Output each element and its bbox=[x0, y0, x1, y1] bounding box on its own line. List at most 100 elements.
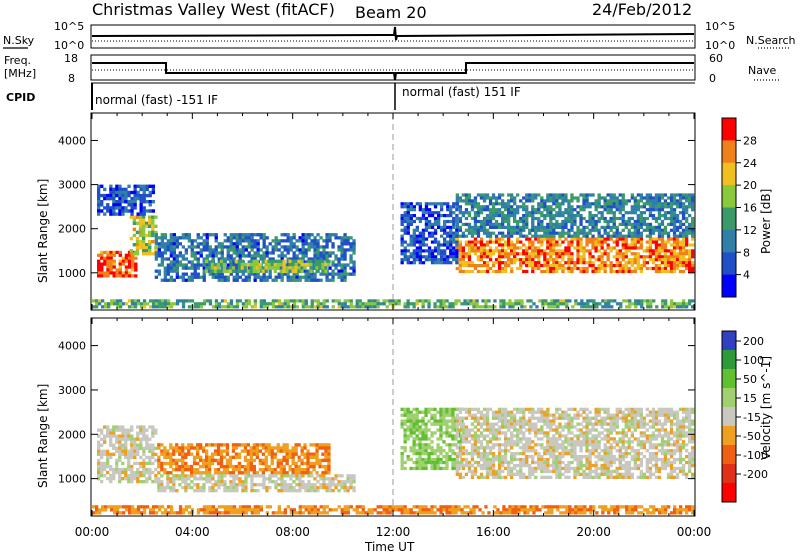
heatmap-cell bbox=[139, 461, 143, 466]
heatmap-cell bbox=[131, 274, 135, 278]
heatmap-cell bbox=[400, 466, 404, 471]
cpid-segment-2: normal (fast) 151 IF bbox=[402, 85, 521, 99]
heatmap-cell bbox=[280, 302, 284, 306]
heatmap-cell bbox=[529, 299, 533, 303]
heatmap-cell bbox=[443, 219, 447, 224]
heatmap-cell bbox=[672, 266, 677, 271]
heatmap-cell bbox=[397, 299, 401, 303]
heatmap-cell bbox=[669, 199, 674, 203]
heatmap-cell bbox=[208, 254, 212, 258]
heatmap-cell bbox=[325, 299, 329, 303]
heatmap-cell bbox=[600, 261, 604, 265]
heatmap-cell bbox=[549, 216, 553, 221]
heatmap-cell bbox=[298, 236, 302, 240]
heatmap-cell bbox=[246, 452, 250, 456]
heatmap-cell bbox=[455, 452, 459, 456]
heatmap-cell bbox=[519, 199, 523, 203]
heatmap-cell bbox=[633, 202, 637, 206]
heatmap-cell bbox=[273, 262, 277, 267]
heatmap-cell bbox=[270, 458, 274, 463]
heatmap-cell bbox=[334, 233, 338, 237]
heatmap-cell bbox=[588, 258, 592, 262]
heatmap-cell bbox=[199, 446, 203, 450]
heatmap-cell bbox=[502, 305, 506, 309]
heatmap-cell bbox=[494, 261, 499, 265]
heatmap-cell bbox=[501, 234, 505, 238]
heatmap-cell bbox=[475, 299, 479, 303]
heatmap-cell bbox=[247, 266, 251, 270]
heatmap-cell bbox=[325, 236, 329, 240]
heatmap-cell bbox=[458, 252, 462, 256]
heatmap-cell bbox=[301, 299, 305, 303]
heatmap-cell bbox=[497, 202, 502, 206]
heatmap-cell bbox=[607, 299, 611, 303]
heatmap-cell bbox=[196, 272, 200, 276]
heatmap-cell bbox=[400, 446, 404, 450]
nave-tick-top: 60 bbox=[709, 52, 723, 65]
heatmap-cell bbox=[279, 446, 283, 450]
heatmap-cell bbox=[154, 254, 158, 258]
heatmap-cell bbox=[157, 480, 161, 484]
heatmap-cell bbox=[412, 237, 416, 241]
heatmap-cell bbox=[442, 455, 446, 459]
heatmap-cell bbox=[588, 264, 592, 268]
heatmap-cell bbox=[151, 218, 155, 222]
heatmap-cell bbox=[501, 202, 505, 206]
heatmap-cell bbox=[297, 471, 301, 475]
heatmap-cell bbox=[520, 305, 524, 309]
heatmap-cell bbox=[145, 480, 149, 484]
heatmap-cell bbox=[118, 253, 122, 257]
heatmap-cell bbox=[520, 302, 524, 306]
heatmap-cell bbox=[109, 443, 113, 447]
heatmap-cell bbox=[340, 254, 344, 258]
heatmap-cell bbox=[298, 474, 302, 478]
heatmap-cell bbox=[252, 443, 256, 447]
heatmap-cell bbox=[349, 248, 353, 252]
heatmap-cell bbox=[685, 261, 689, 265]
heatmap-cell bbox=[331, 263, 335, 267]
heatmap-cell bbox=[295, 245, 299, 249]
heatmap-cell bbox=[494, 258, 499, 262]
heatmap-cell bbox=[537, 219, 541, 224]
heatmap-cell bbox=[222, 443, 227, 447]
heatmap-cell bbox=[249, 458, 253, 463]
heatmap-cell bbox=[229, 257, 233, 261]
heatmap-cell bbox=[220, 474, 224, 478]
heatmap-cell bbox=[439, 302, 443, 306]
heatmap-cell bbox=[286, 239, 290, 243]
heatmap-cell bbox=[667, 305, 671, 309]
heatmap-cell bbox=[121, 212, 125, 216]
heatmap-cell bbox=[588, 211, 592, 215]
heatmap-cell bbox=[540, 269, 544, 274]
heatmap-cell bbox=[549, 219, 553, 224]
heatmap-cell bbox=[570, 234, 574, 238]
heatmap-cell bbox=[138, 227, 143, 232]
heatmap-cell bbox=[651, 231, 656, 235]
heatmap-cell bbox=[549, 231, 553, 235]
heatmap-cell bbox=[295, 248, 299, 252]
heatmap-cell bbox=[570, 214, 574, 218]
heatmap-cell bbox=[582, 199, 586, 203]
heatmap-cell bbox=[576, 231, 580, 235]
heatmap-cell bbox=[645, 234, 649, 238]
heatmap-cell bbox=[157, 461, 161, 466]
heatmap-cell bbox=[115, 458, 119, 463]
heatmap-cell bbox=[106, 259, 110, 263]
heatmap-cell bbox=[307, 483, 311, 487]
heatmap-cell bbox=[552, 266, 556, 271]
heatmap-cell bbox=[280, 489, 284, 493]
heatmap-cell bbox=[208, 299, 213, 303]
heatmap-cell bbox=[597, 193, 601, 197]
heatmap-cell bbox=[681, 196, 686, 200]
heatmap-cell bbox=[316, 248, 320, 252]
heatmap-cell bbox=[116, 305, 120, 309]
heatmap-cell bbox=[609, 261, 613, 265]
heatmap-cell bbox=[504, 252, 508, 256]
heatmap-cell bbox=[473, 266, 478, 271]
heatmap-cell bbox=[639, 219, 643, 224]
heatmap-cell bbox=[187, 468, 191, 472]
heatmap-cell bbox=[157, 464, 161, 469]
heatmap-cell bbox=[510, 410, 514, 414]
heatmap-cell bbox=[576, 214, 580, 218]
heatmap-cell bbox=[340, 480, 344, 484]
